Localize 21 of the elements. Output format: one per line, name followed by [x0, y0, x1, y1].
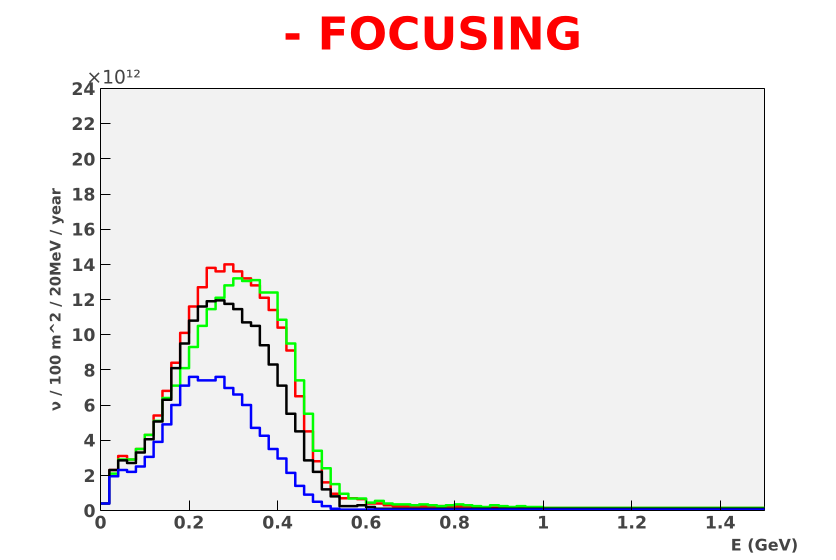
x-tick-label: 0.2: [174, 514, 204, 534]
y-tick-label: 16: [71, 220, 96, 241]
y-tick-label: 4: [83, 432, 96, 452]
y-tick-label: 18: [71, 186, 96, 206]
x-tick-label: 0.6: [350, 514, 382, 534]
y-tick-label: 10: [71, 326, 96, 346]
y-axis-title: ν / 100 m^2 / 20MeV / year: [47, 187, 64, 411]
y-tick-label: 12: [71, 291, 96, 311]
x-tick-label: 0.4: [262, 514, 293, 534]
x-tick-label: 1: [537, 514, 550, 534]
y-tick-label: 2: [83, 466, 96, 487]
chart-title: - FOCUSING: [283, 8, 582, 60]
x-tick-label: 0.8: [439, 514, 470, 534]
y-tick-label: 8: [83, 361, 96, 382]
y-tick-label: 14: [71, 256, 96, 276]
x-axis-title: E (GeV): [730, 536, 798, 554]
x-tick-label: 1.2: [616, 514, 648, 534]
y-tick-label: 20: [71, 150, 96, 170]
x-tick-label: 1.4: [704, 514, 736, 534]
y-tick-label: 22: [71, 115, 96, 136]
y-tick-label: 6: [83, 396, 96, 416]
